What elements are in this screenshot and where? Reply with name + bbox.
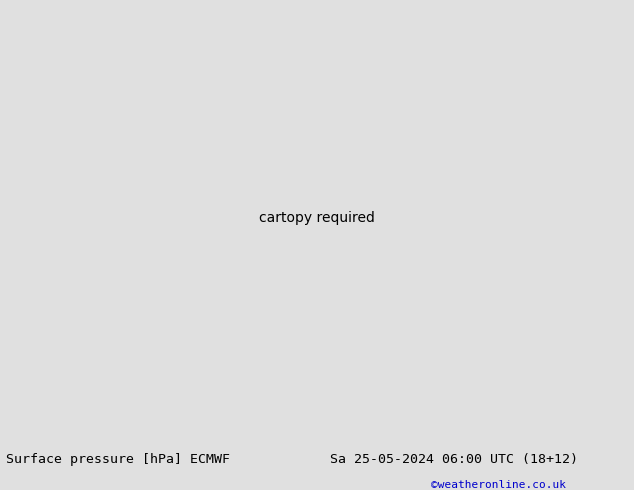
Text: ©weatheronline.co.uk: ©weatheronline.co.uk — [431, 480, 566, 490]
Text: Surface pressure [hPa] ECMWF: Surface pressure [hPa] ECMWF — [6, 453, 230, 466]
Text: cartopy required: cartopy required — [259, 211, 375, 225]
Text: Sa 25-05-2024 06:00 UTC (18+12): Sa 25-05-2024 06:00 UTC (18+12) — [330, 453, 578, 466]
